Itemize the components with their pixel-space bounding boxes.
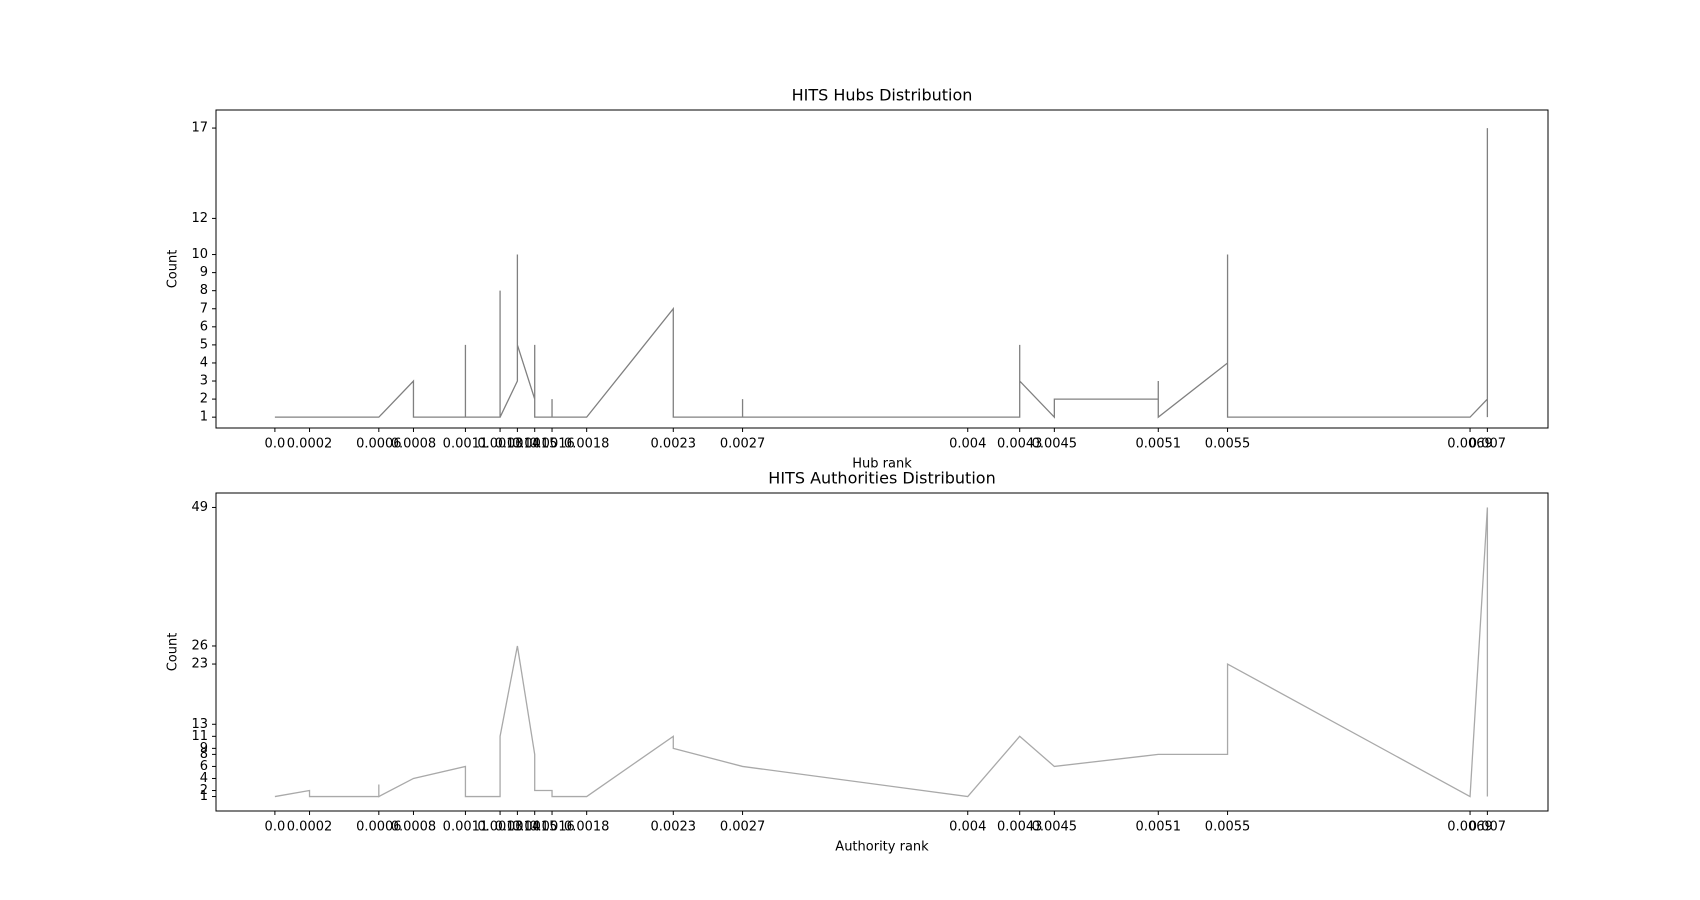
y-tick-label: 49 bbox=[191, 500, 208, 515]
x-tick-label: 0.0043 bbox=[997, 820, 1043, 835]
x-tick-label: 0.0014 bbox=[495, 820, 541, 835]
y-tick-label: 8 bbox=[200, 747, 208, 762]
x-tick-label: 0.0027 bbox=[720, 437, 766, 452]
x-tick-label: 0.0016 bbox=[529, 820, 575, 835]
data-line bbox=[274, 128, 1489, 419]
x-tick-label: 0.0016 bbox=[529, 437, 575, 452]
x-tick-label: 0.004 bbox=[949, 437, 986, 452]
y-tick-label: 13 bbox=[191, 717, 208, 732]
y-tick-label: 4 bbox=[200, 355, 208, 370]
y-tick-label: 23 bbox=[191, 657, 208, 672]
y-tick-label: 1 bbox=[200, 789, 208, 804]
data-line bbox=[274, 507, 1489, 798]
x-tick-label: 0.0055 bbox=[1205, 820, 1251, 835]
x-tick-label: 0.0051 bbox=[1136, 437, 1182, 452]
y-tick-label: 3 bbox=[200, 374, 208, 389]
x-tick-label: 0.0069 bbox=[1447, 437, 1493, 452]
x-axis-label: Hub rank bbox=[852, 457, 912, 472]
x-tick-label: 0.0 bbox=[265, 820, 286, 835]
plot-frame bbox=[215, 109, 1549, 429]
y-tick-label: 6 bbox=[200, 319, 208, 334]
x-tick-label: 0.0069 bbox=[1447, 820, 1493, 835]
x-tick-label: 0.0006 bbox=[356, 820, 402, 835]
x-tick-label: 0.0015 bbox=[512, 820, 558, 835]
y-tick-label: 6 bbox=[200, 759, 208, 774]
y-axis-label: Count bbox=[166, 633, 181, 672]
x-tick-label: 0.0045 bbox=[1032, 437, 1078, 452]
x-tick-label: 0.0015 bbox=[512, 437, 558, 452]
x-tick-label: 0.0011 bbox=[443, 437, 489, 452]
x-tick-label: 0.0 bbox=[265, 437, 286, 452]
chart-title: HITS Hubs Distribution bbox=[792, 86, 973, 105]
y-tick-label: 7 bbox=[200, 301, 208, 316]
x-tick-label: 0.0055 bbox=[1205, 437, 1251, 452]
y-tick-label: 26 bbox=[191, 638, 208, 653]
x-tick-label: 0.0008 bbox=[391, 820, 437, 835]
x-tick-label: 0.0002 bbox=[287, 437, 333, 452]
y-tick-label: 11 bbox=[191, 729, 208, 744]
x-tick-label: 0.0018 bbox=[564, 437, 610, 452]
x-tick-label: 0.0018 bbox=[564, 820, 610, 835]
y-tick-label: 8 bbox=[200, 283, 208, 298]
x-tick-label: 0.0023 bbox=[651, 820, 697, 835]
y-tick-label: 4 bbox=[200, 771, 208, 786]
x-tick-label: 0.0008 bbox=[391, 437, 437, 452]
x-tick-label: 0.004 bbox=[949, 820, 986, 835]
chart-title: HITS Authorities Distribution bbox=[768, 469, 995, 488]
y-tick-label: 17 bbox=[191, 121, 208, 136]
x-tick-label: 0.0027 bbox=[720, 820, 766, 835]
x-tick-label: 0.0006 bbox=[356, 437, 402, 452]
y-tick-label: 12 bbox=[191, 211, 208, 226]
y-tick-label: 10 bbox=[191, 247, 208, 262]
x-tick-label: 0.0043 bbox=[997, 437, 1043, 452]
x-tick-label: 0.0051 bbox=[1136, 820, 1182, 835]
x-tick-label: 0.0014 bbox=[495, 437, 541, 452]
x-tick-label: 0.0013 bbox=[477, 437, 523, 452]
x-tick-label: 0.007 bbox=[1469, 820, 1506, 835]
x-tick-label: 0.0023 bbox=[651, 437, 697, 452]
plot-frame bbox=[215, 492, 1549, 812]
x-tick-label: 0.0045 bbox=[1032, 820, 1078, 835]
y-tick-label: 2 bbox=[200, 392, 208, 407]
x-axis-label: Authority rank bbox=[835, 840, 929, 855]
x-tick-label: 0.0011 bbox=[443, 820, 489, 835]
x-tick-label: 0.0013 bbox=[477, 820, 523, 835]
y-tick-label: 5 bbox=[200, 337, 208, 352]
y-tick-label: 2 bbox=[200, 783, 208, 798]
y-tick-label: 9 bbox=[200, 265, 208, 280]
x-tick-label: 0.007 bbox=[1469, 437, 1506, 452]
x-tick-label: 0.0002 bbox=[287, 820, 333, 835]
y-tick-label: 1 bbox=[200, 410, 208, 425]
y-axis-label: Count bbox=[166, 250, 181, 289]
y-tick-label: 9 bbox=[200, 741, 208, 756]
